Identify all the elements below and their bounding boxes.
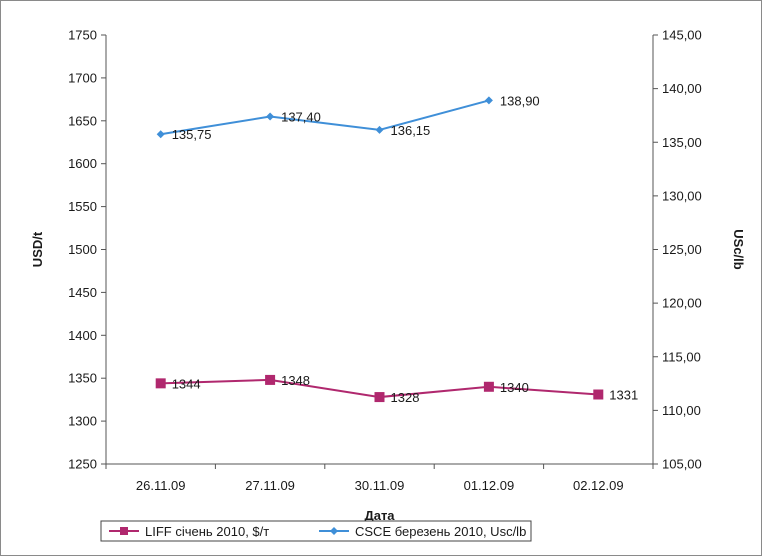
left-axis-ticks: 1250 1300 1350 1400 1450 1500 1550 1600 1650 1700… bbox=[68, 28, 106, 472]
left-axis-title: USD/t bbox=[30, 231, 45, 267]
left-tick-label: 1300 bbox=[68, 414, 97, 429]
data-label: 1328 bbox=[391, 390, 420, 405]
series-0: 1344 1348 1328 1340 1331 bbox=[155, 373, 638, 405]
data-point-marker bbox=[375, 125, 384, 134]
right-tick-label: 110,00 bbox=[662, 403, 701, 418]
left-tick-label: 1500 bbox=[68, 242, 97, 257]
data-label: 1344 bbox=[172, 376, 201, 391]
left-tick-label: 1350 bbox=[68, 371, 97, 386]
series-layer: 1344 1348132813401331135,75137,40136,1513… bbox=[155, 93, 638, 405]
legend-marker-csce bbox=[330, 527, 338, 535]
data-point-marker bbox=[484, 96, 493, 105]
right-tick-label: 115,00 bbox=[662, 349, 701, 364]
data-label: 135,75 bbox=[172, 127, 212, 142]
legend: LIFF січень 2010, $/т CSCE березень 2010… bbox=[100, 520, 532, 542]
right-axis-title: USc/lb bbox=[731, 229, 746, 270]
legend-box bbox=[100, 520, 532, 542]
data-point-marker bbox=[266, 112, 275, 121]
data-label: 136,15 bbox=[391, 123, 431, 138]
left-tick-label: 1450 bbox=[68, 285, 97, 300]
left-tick-label: 1550 bbox=[68, 199, 97, 214]
data-point-marker bbox=[483, 381, 494, 392]
right-tick-label: 120,00 bbox=[662, 296, 702, 311]
x-tick-label: 02.12.09 bbox=[573, 478, 624, 493]
legend-marker-liff bbox=[120, 527, 128, 535]
x-tick-label: 30.11.09 bbox=[355, 478, 405, 493]
data-label: 138,90 bbox=[500, 93, 540, 108]
left-tick-label: 1600 bbox=[68, 156, 97, 171]
data-label: 1331 bbox=[609, 388, 638, 403]
legend-label-liff: LIFF січень 2010, $/т bbox=[145, 524, 269, 539]
data-label: 1340 bbox=[500, 380, 529, 395]
data-label: 137,40 bbox=[281, 110, 321, 125]
left-tick-label: 1400 bbox=[68, 328, 97, 343]
right-axis-ticks: 105,00 110,00 115,00 120,00 125,00 130,00 135,… bbox=[653, 28, 702, 472]
right-tick-label: 105,00 bbox=[662, 457, 702, 472]
right-tick-label: 145,00 bbox=[662, 28, 702, 43]
x-tick-label: 26.11.09 bbox=[136, 478, 186, 493]
x-tick-label: 01.12.09 bbox=[464, 478, 515, 493]
right-tick-label: 130,00 bbox=[662, 188, 702, 203]
left-tick-label: 1250 bbox=[68, 457, 97, 472]
left-tick-label: 1650 bbox=[68, 113, 97, 128]
data-label: 1348 bbox=[281, 373, 310, 388]
data-point-marker bbox=[265, 374, 276, 385]
series-1: 135,75 137,40 136,15 138,90 bbox=[156, 93, 540, 142]
right-tick-label: 125,00 bbox=[662, 242, 702, 257]
data-point-marker bbox=[156, 130, 165, 139]
data-point-marker bbox=[593, 389, 604, 400]
x-axis-title: Дата bbox=[364, 508, 395, 523]
legend-label-csce: CSCE березень 2010, Usc/lb bbox=[355, 524, 526, 539]
data-point-marker bbox=[374, 392, 385, 403]
x-axis-ticks: 26.11.09 27.11.09 30.11.09 01.12.09 02.12.09 bbox=[105, 464, 654, 493]
right-tick-label: 135,00 bbox=[662, 135, 702, 150]
data-point-marker bbox=[155, 378, 166, 389]
left-tick-label: 1700 bbox=[68, 70, 97, 85]
series-line bbox=[160, 99, 490, 136]
left-tick-label: 1750 bbox=[68, 28, 97, 43]
right-tick-label: 140,00 bbox=[662, 81, 702, 96]
x-tick-label: 27.11.09 bbox=[245, 478, 295, 493]
